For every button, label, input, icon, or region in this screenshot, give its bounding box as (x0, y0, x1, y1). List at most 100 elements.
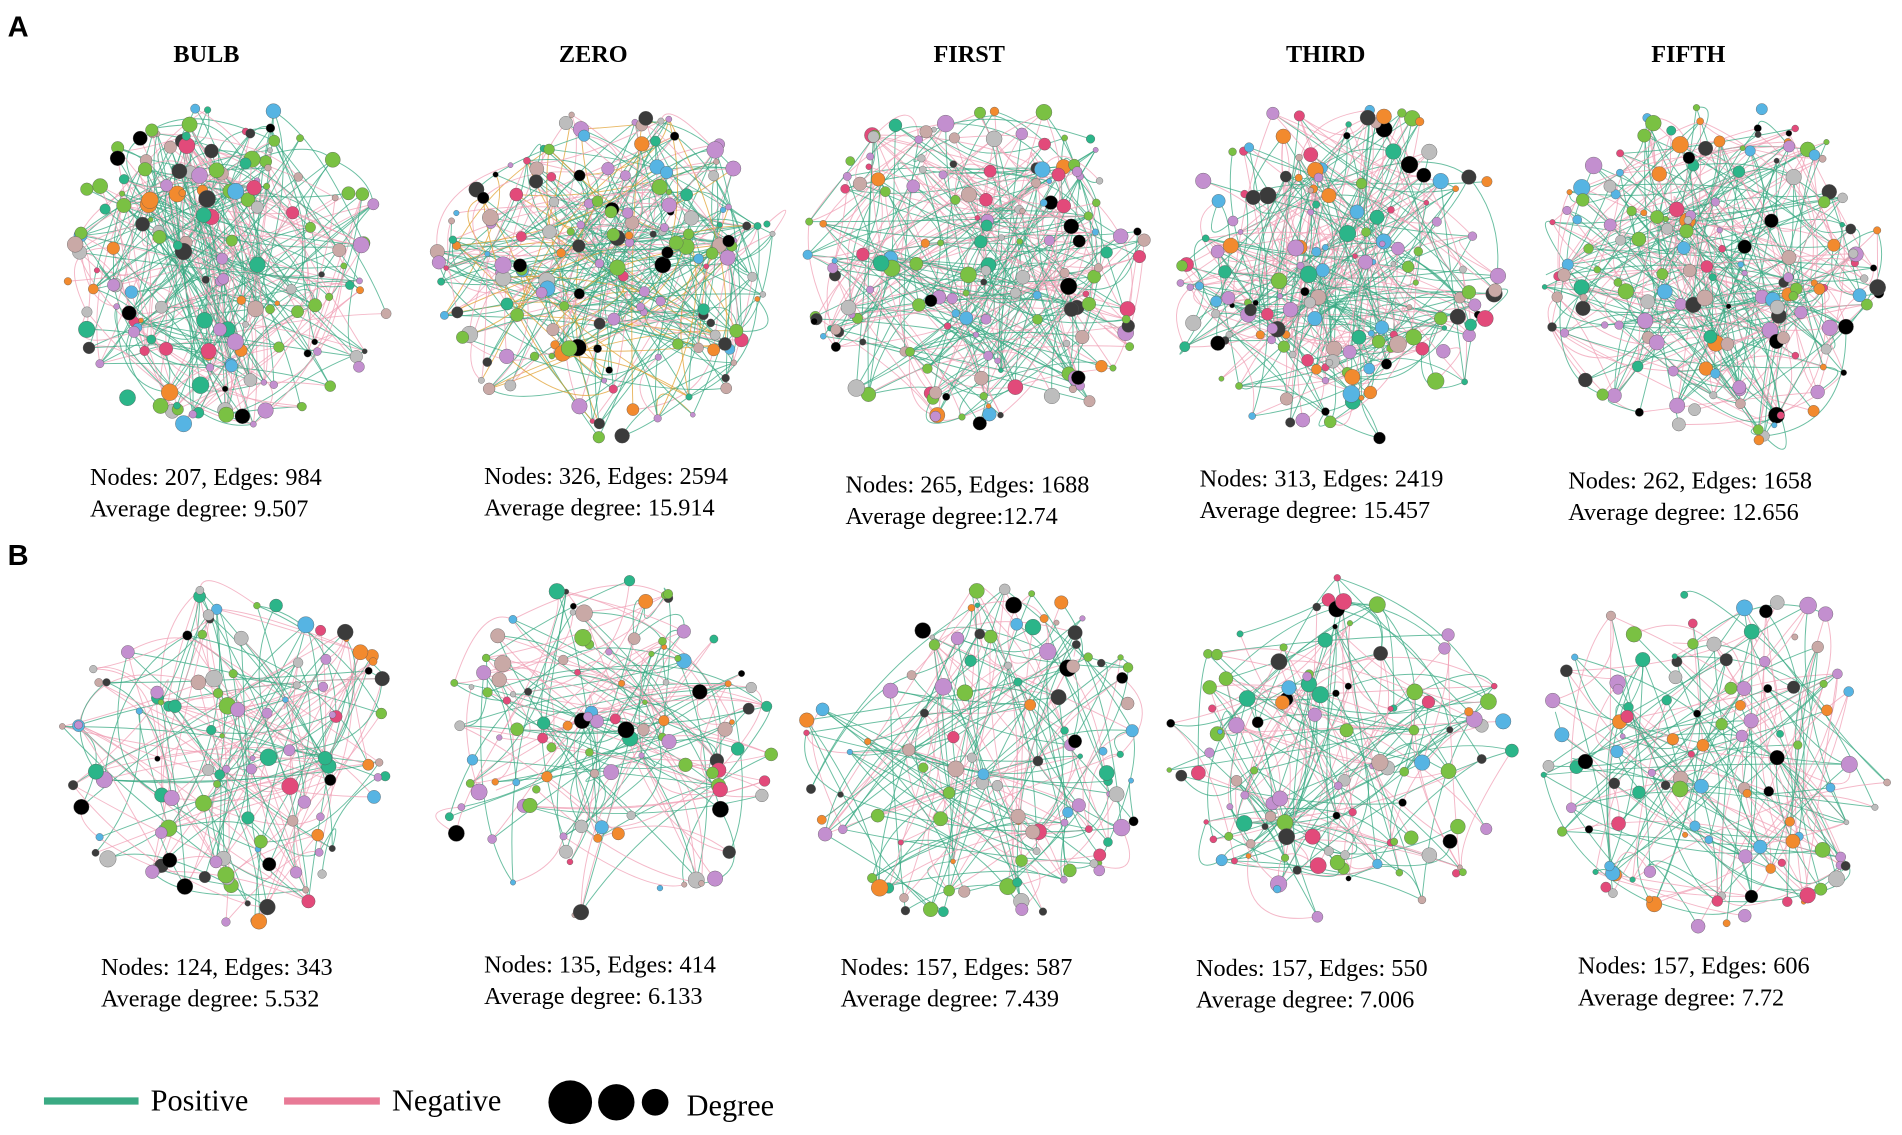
edge (1198, 821, 1222, 866)
edge (1344, 730, 1370, 856)
node (914, 135, 923, 144)
node (1682, 831, 1689, 838)
edge (209, 150, 254, 425)
node (191, 167, 208, 184)
edge (660, 113, 716, 151)
node (1787, 680, 1801, 694)
edge (1376, 758, 1482, 865)
node (888, 118, 903, 133)
node (1719, 653, 1733, 667)
edge (211, 216, 316, 306)
node (163, 140, 177, 154)
node (1358, 395, 1365, 401)
edge (564, 305, 704, 323)
edge (1285, 176, 1487, 185)
edge (1764, 326, 1847, 437)
node (162, 852, 178, 868)
edge (197, 682, 270, 865)
network-stats: Average degree: 9.507 (90, 496, 308, 523)
node (730, 742, 745, 756)
node (1593, 266, 1601, 274)
edge (160, 589, 201, 703)
edge (564, 233, 773, 307)
edge (965, 240, 1080, 319)
edge (1552, 615, 1614, 702)
node (317, 751, 333, 766)
node (1481, 176, 1493, 188)
edge (1689, 220, 1772, 272)
node (618, 679, 626, 687)
node (1121, 696, 1135, 711)
node (755, 788, 769, 802)
edge (1702, 744, 1720, 840)
node (1321, 407, 1330, 416)
edge (1278, 660, 1475, 720)
node (132, 130, 148, 146)
node (1311, 246, 1322, 257)
node (642, 699, 648, 705)
node (1372, 858, 1383, 869)
node (152, 398, 169, 414)
node (1248, 412, 1256, 420)
networks (59, 103, 1891, 934)
node (1304, 828, 1321, 845)
edge (834, 135, 881, 276)
edge (890, 690, 1031, 706)
node (574, 819, 589, 834)
edge (1254, 691, 1416, 771)
node (450, 679, 459, 687)
node (1321, 188, 1337, 204)
network-title: THIRD (1286, 41, 1366, 68)
edge (1289, 261, 1366, 423)
edge (905, 884, 1008, 912)
node (716, 222, 723, 228)
node (1645, 895, 1653, 903)
node (1024, 619, 1042, 636)
node (656, 884, 664, 892)
node (263, 182, 271, 190)
node (1209, 835, 1218, 844)
node (1704, 835, 1714, 844)
node (1267, 335, 1276, 345)
edge (166, 185, 251, 381)
node (1166, 767, 1172, 773)
edge (512, 619, 646, 703)
node (1635, 407, 1644, 417)
edge (877, 178, 942, 244)
node (1227, 215, 1239, 227)
node (1416, 167, 1432, 183)
edge (1314, 188, 1457, 319)
edge (199, 596, 309, 902)
node (1363, 385, 1377, 400)
node (1277, 340, 1290, 353)
edge (1000, 366, 1081, 387)
edge (1335, 693, 1400, 873)
node (951, 309, 960, 318)
node (1643, 865, 1657, 878)
node (1577, 753, 1593, 770)
edge (1200, 200, 1226, 273)
node (657, 117, 665, 125)
edge (504, 114, 573, 357)
node (609, 259, 626, 276)
network-stats: Nodes: 265, Edges: 1688 (846, 471, 1090, 498)
node (802, 249, 813, 260)
node (1671, 653, 1678, 660)
edge (542, 591, 567, 739)
node (1649, 334, 1665, 351)
node (950, 858, 956, 865)
node (1395, 868, 1404, 877)
node (803, 729, 810, 736)
node (508, 615, 518, 624)
node (523, 157, 531, 165)
node (1769, 750, 1785, 766)
edge (822, 709, 1089, 830)
node (1209, 726, 1225, 742)
node (845, 156, 855, 166)
edge (1618, 723, 1722, 824)
edge (227, 713, 382, 879)
edge (1217, 251, 1240, 387)
node (546, 742, 557, 753)
node (1116, 672, 1128, 684)
node (1119, 301, 1136, 317)
